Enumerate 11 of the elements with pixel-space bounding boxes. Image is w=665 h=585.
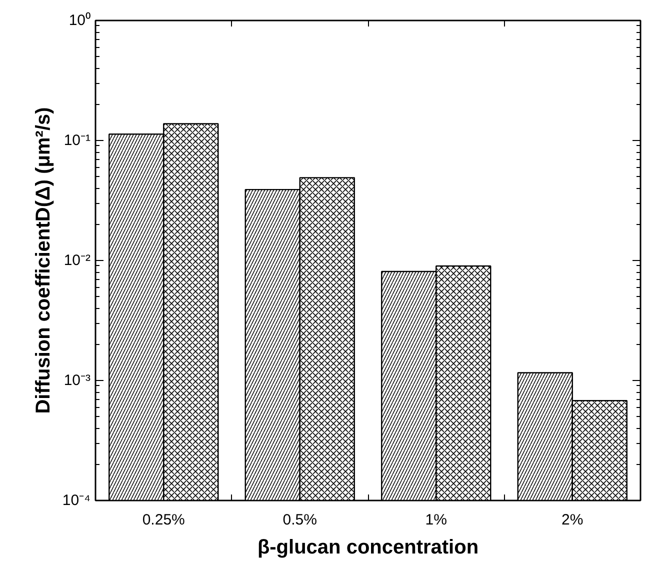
y-tick-label: 10⁻¹ xyxy=(64,132,91,149)
x-tick-label: 2% xyxy=(562,512,584,528)
y-axis-title: Diffusion coefficientD(Δ) (μm²/s) xyxy=(32,107,54,414)
x-tick-label: 1% xyxy=(425,512,447,528)
x-tick-label: 0.5% xyxy=(282,512,317,528)
y-tick-label: 10⁻⁴ xyxy=(62,492,91,509)
y-tick-label: 10⁻² xyxy=(64,252,91,269)
x-axis-title: β-glucan concentration xyxy=(257,536,479,558)
x-tick-label: 0.25% xyxy=(142,512,185,528)
y-tick-label: 10⁰ xyxy=(68,12,91,29)
y-tick-label: 10⁻³ xyxy=(64,372,91,389)
